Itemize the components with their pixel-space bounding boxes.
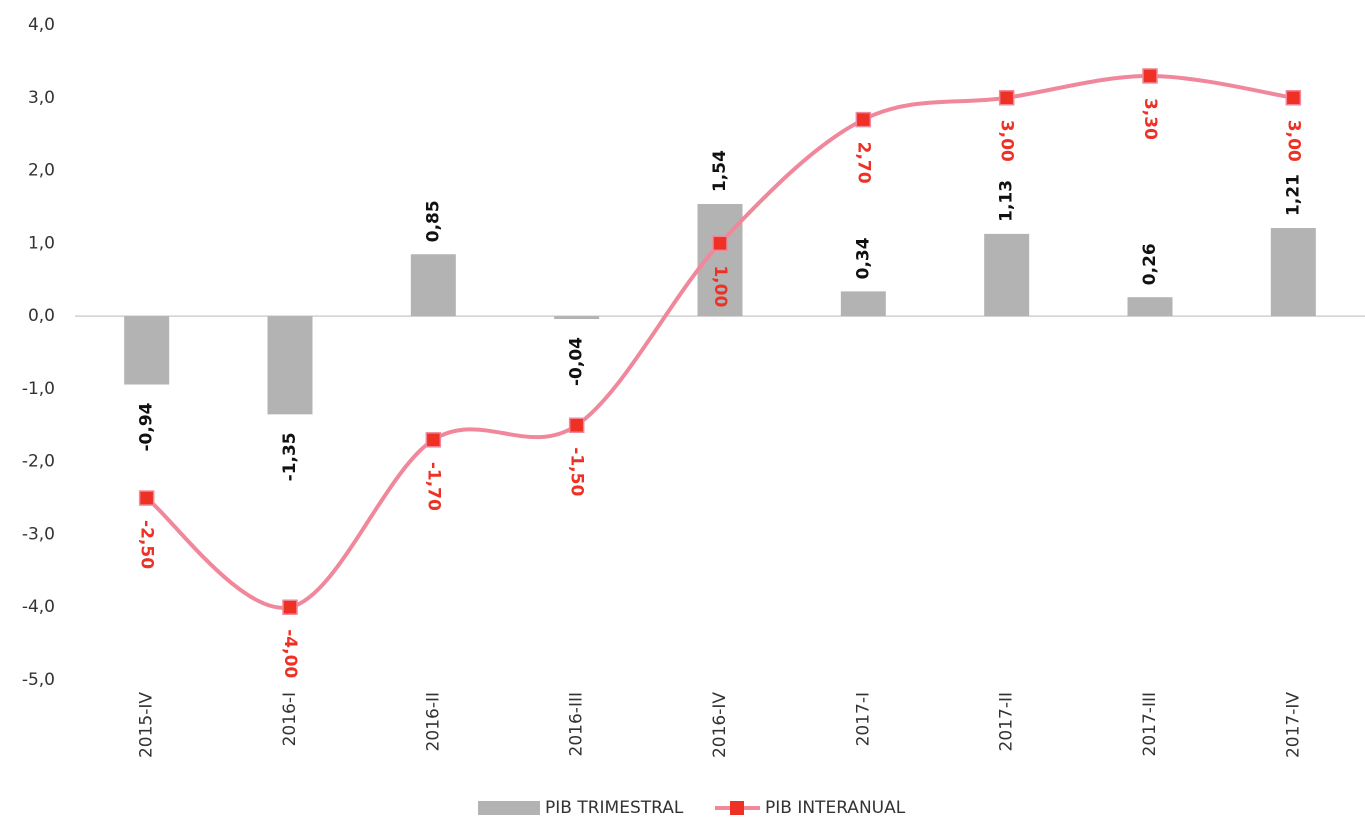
y-tick-label: -5,0 — [22, 670, 55, 690]
y-tick-label: 0,0 — [28, 306, 55, 326]
line-marker — [712, 235, 728, 252]
line-marker — [138, 490, 155, 506]
bar-value-label: 0,85 — [423, 200, 443, 242]
bar-value-label: -0,94 — [137, 402, 157, 451]
line-value-label: -2,50 — [137, 520, 157, 569]
line-marker — [1142, 68, 1158, 84]
line-marker — [1285, 90, 1302, 106]
line-value-label: -1,50 — [567, 447, 587, 496]
legend-label: PIB INTERANUAL — [765, 798, 906, 818]
line-marker — [998, 90, 1015, 106]
bar — [124, 316, 170, 385]
x-tick-label: 2017-I — [853, 692, 873, 746]
bar — [1127, 297, 1173, 317]
bar — [410, 254, 456, 317]
x-tick-label: 2017-III — [1140, 692, 1160, 756]
x-tick-label: 2017-IV — [1283, 692, 1303, 758]
bar — [984, 233, 1030, 317]
line-value-label: 3,00 — [1283, 120, 1303, 162]
legend-swatch — [730, 801, 744, 815]
x-tick-label: 2016-I — [280, 692, 300, 746]
bar-value-label: 0,26 — [1140, 243, 1160, 285]
line-marker — [425, 432, 442, 448]
bar — [1270, 228, 1316, 317]
y-tick-label: -4,0 — [22, 597, 55, 617]
bar-value-label: 1,54 — [710, 150, 730, 192]
x-tick-label: 2017-II — [997, 692, 1017, 751]
x-tick-label: 2015-IV — [137, 692, 157, 758]
bar-value-label: 1,13 — [997, 180, 1017, 222]
line-marker — [282, 599, 298, 615]
y-tick-label: 2,0 — [28, 161, 55, 181]
bar-value-label: -1,35 — [280, 432, 300, 481]
line-value-label: -4,00 — [280, 629, 300, 678]
y-tick-label: 4,0 — [28, 15, 55, 35]
line-value-label: 3,30 — [1140, 98, 1160, 140]
line-value-label: 3,00 — [997, 120, 1017, 162]
line-value-label: 1,00 — [710, 265, 730, 307]
bar-value-label: 1,21 — [1283, 174, 1303, 216]
line-marker — [855, 111, 872, 128]
x-tick-label: 2016-IV — [710, 692, 730, 758]
bar — [267, 316, 313, 415]
bar — [554, 316, 600, 320]
line-value-label: 2,70 — [853, 142, 873, 184]
legend-swatch — [478, 801, 540, 815]
y-tick-label: 3,0 — [28, 88, 55, 108]
legend-label: PIB TRIMESTRAL — [545, 798, 684, 818]
x-tick-label: 2016-III — [567, 692, 587, 756]
y-tick-label: -3,0 — [22, 524, 55, 544]
bar-value-label: -0,04 — [567, 337, 587, 386]
line-marker — [568, 417, 585, 434]
y-tick-label: -2,0 — [22, 452, 55, 472]
bar — [840, 291, 886, 317]
y-tick-label: -1,0 — [22, 379, 55, 399]
x-tick-label: 2016-II — [423, 692, 443, 751]
line-value-label: -1,70 — [423, 462, 443, 511]
line — [145, 73, 1294, 610]
bar-value-label: 0,34 — [853, 237, 873, 279]
y-tick-label: 1,0 — [28, 233, 55, 253]
